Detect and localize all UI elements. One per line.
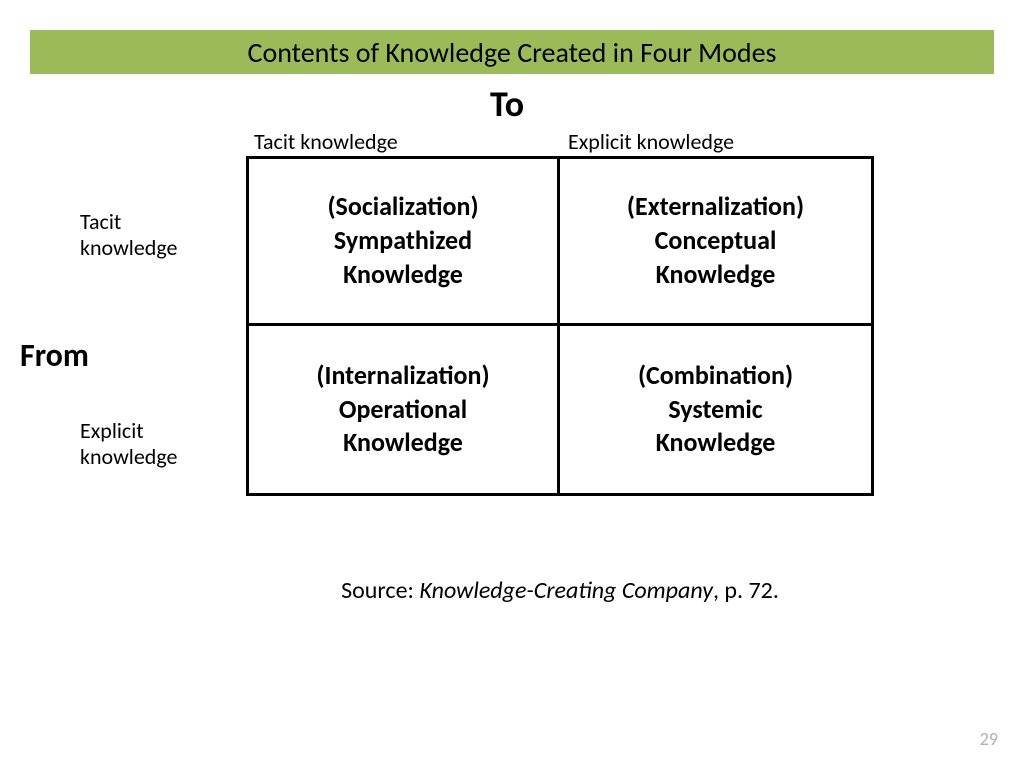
cell-mode: (Internalization) <box>316 359 489 393</box>
source-suffix: , p. 72. <box>713 576 779 605</box>
cell-socialization: (Socialization) Sympathized Knowledge <box>249 159 560 326</box>
source-title: Knowledge-Creating Company <box>419 576 713 605</box>
cell-combination: (Combination) Systemic Knowledge <box>560 326 871 493</box>
cell-externalization: (Externalization) Conceptual Knowledge <box>560 159 871 326</box>
cell-kind: Knowledge <box>656 258 776 292</box>
source-prefix: Source: <box>341 576 419 605</box>
cell-mode: (Combination) <box>638 359 793 393</box>
slide-title: Contents of Knowledge Created in Four Mo… <box>248 35 777 70</box>
cell-kind: Systemic <box>668 393 762 427</box>
axis-to-label: To <box>490 82 524 126</box>
source-citation: Source: Knowledge-Creating Company, p. 7… <box>246 576 874 605</box>
knowledge-matrix: (Socialization) Sympathized Knowledge (E… <box>246 156 874 496</box>
row-header-tacit: Tacit knowledge <box>80 209 220 262</box>
cell-kind: Sympathized <box>334 224 472 258</box>
column-headers: Tacit knowledge Explicit knowledge <box>246 128 874 155</box>
cell-kind: Knowledge <box>343 426 463 460</box>
cell-internalization: (Internalization) Operational Knowledge <box>249 326 560 493</box>
col-header-explicit: Explicit knowledge <box>560 128 874 155</box>
col-header-tacit: Tacit knowledge <box>246 128 560 155</box>
row-header-explicit: Explicit knowledge <box>80 418 220 471</box>
page-number: 29 <box>980 728 998 750</box>
title-bar: Contents of Knowledge Created in Four Mo… <box>30 30 994 74</box>
cell-mode: (Socialization) <box>327 190 478 224</box>
cell-kind: Knowledge <box>656 426 776 460</box>
cell-kind: Operational <box>339 393 467 427</box>
cell-kind: Knowledge <box>343 258 463 292</box>
cell-kind: Conceptual <box>655 224 777 258</box>
cell-mode: (Externalization) <box>627 190 804 224</box>
axis-from-label: From <box>20 336 89 375</box>
